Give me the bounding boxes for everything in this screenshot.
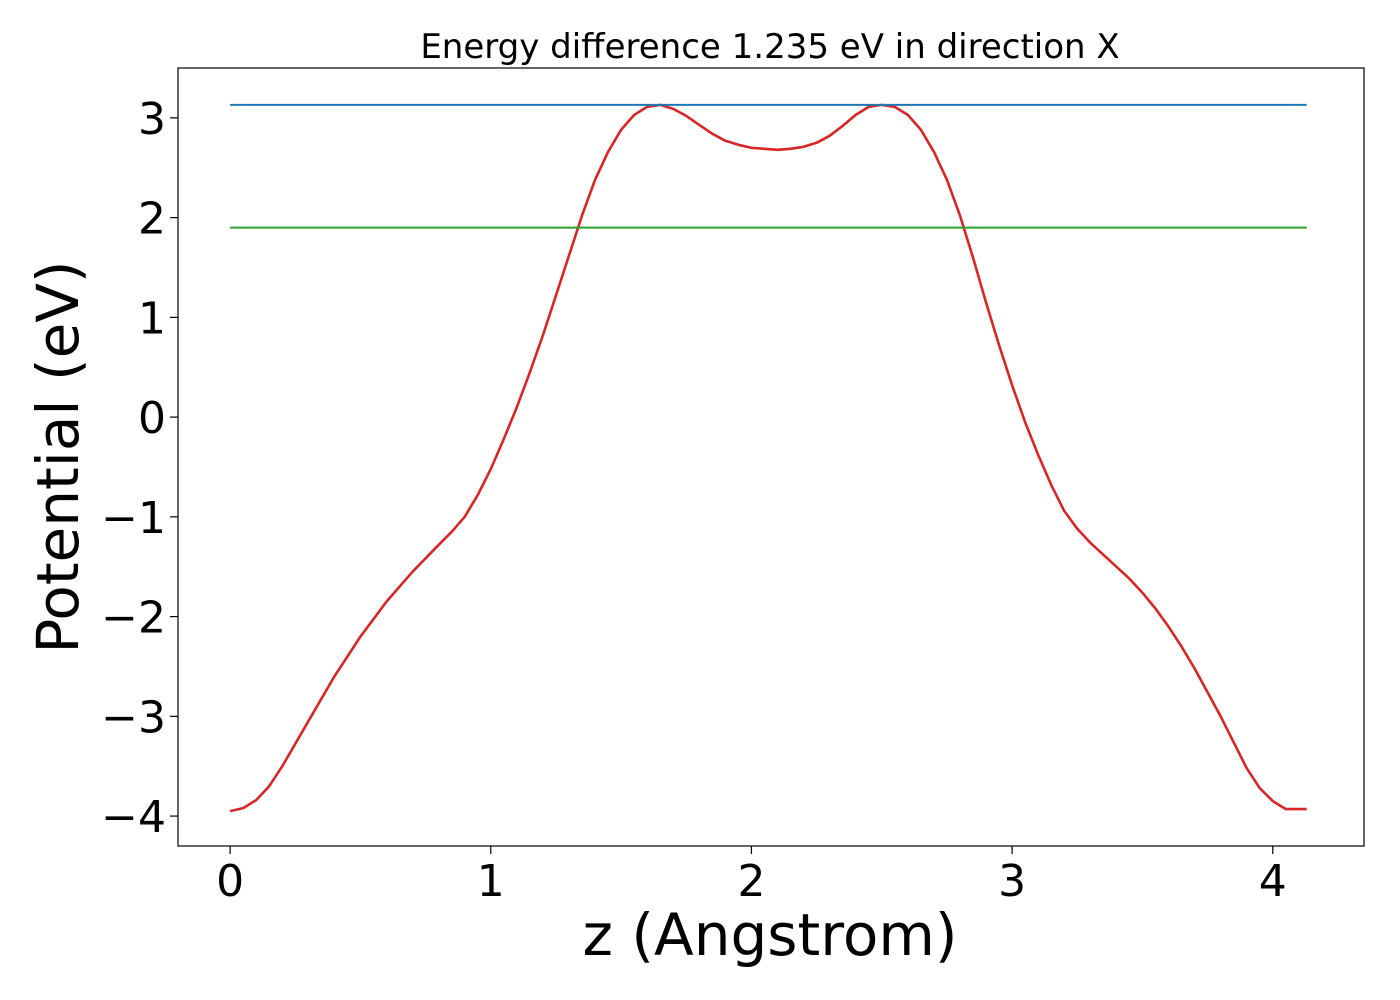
- y-tick-label: 3: [138, 94, 166, 145]
- y-tick-label: 0: [138, 393, 166, 444]
- y-tick-label: −2: [101, 593, 166, 644]
- x-tick-label: 3: [998, 856, 1026, 907]
- x-tick-label: 4: [1259, 856, 1287, 907]
- y-axis-label: Potential (eV): [24, 260, 92, 653]
- x-axis-label: z (Angstrom): [583, 901, 958, 969]
- plot-frame: [177, 67, 1365, 847]
- y-tick-label: −3: [101, 692, 166, 743]
- x-tick-label: 2: [737, 856, 765, 907]
- x-tick-label: 1: [477, 856, 505, 907]
- x-tick-label: 0: [216, 856, 244, 907]
- y-tick-label: 2: [138, 194, 166, 245]
- y-tick-label: −4: [101, 792, 166, 843]
- x-axis-ticks: 0 1 2 3 4: [216, 846, 1287, 907]
- y-tick-label: −1: [101, 493, 166, 544]
- y-axis-ticks: −4 −3 −2 −1 0 1 2 3: [101, 94, 178, 843]
- chart-title: Energy difference 1.235 eV in direction …: [420, 27, 1119, 67]
- series-layer: [229, 103, 1307, 813]
- series-line-0: [229, 103, 1307, 813]
- y-tick-label: 1: [138, 293, 166, 344]
